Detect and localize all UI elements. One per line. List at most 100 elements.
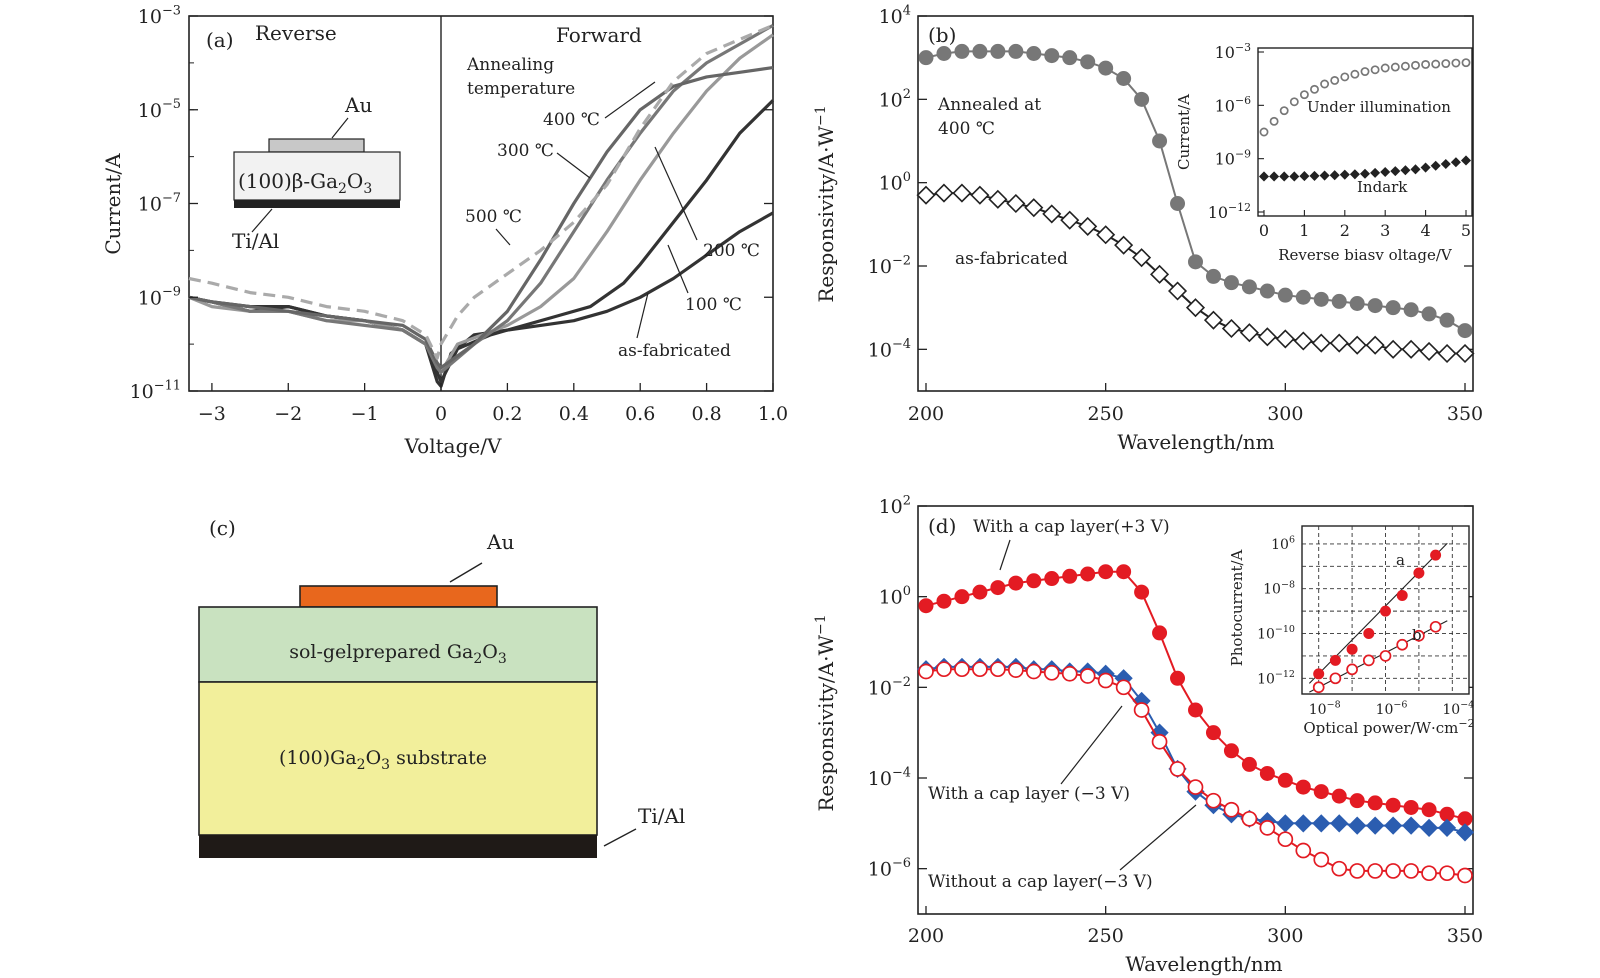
panel-b-point: [1349, 296, 1365, 311]
panel-b-inset-point: [1309, 170, 1320, 181]
panel-d-point: [1421, 802, 1437, 818]
diagram-solgel-layer: [198, 606, 598, 683]
panel-b-inset-xtick-label: 1: [1299, 221, 1309, 240]
panel-d-point: [1401, 816, 1421, 835]
panel-d-ytick-label: 102: [879, 493, 911, 518]
panel-b-inset-point: [1440, 158, 1451, 170]
panel-d-point: [1349, 793, 1365, 809]
panel-b-point: [1241, 279, 1257, 295]
forward-label: Forward: [556, 23, 642, 47]
panel-d-inset-ytick-label: 10−10: [1257, 624, 1295, 642]
diagram-tial-leader: [603, 828, 637, 847]
panel-d-point: [1169, 761, 1186, 777]
panel-d-point: [1439, 865, 1455, 882]
panel-b-point: [1096, 225, 1116, 245]
panel-b-point: [1439, 312, 1455, 328]
panel-b-inset-point: [1400, 165, 1411, 176]
panel-b-inset-xtick-label: 3: [1380, 221, 1390, 240]
panel-b-inset-point: [1431, 59, 1441, 69]
panel-d-point: [1331, 860, 1348, 877]
panel-d-inset-point: [1329, 654, 1341, 666]
panel-a-xtick-label: −2: [274, 403, 302, 425]
panel-a-xtick-label: 0.4: [559, 403, 589, 425]
panel-d-point: [972, 584, 988, 600]
panel-b-point: [1006, 193, 1026, 214]
panel-b-point: [1331, 293, 1347, 309]
panel-d-point: [1276, 814, 1295, 833]
panel-b-inset-ytick-label: 10−12: [1208, 201, 1251, 222]
panel-b-inset-xlabel: Reverse biasv oltage/V: [1278, 246, 1453, 264]
panel-b-inset-point: [1390, 62, 1400, 72]
panel-b-point: [1188, 254, 1203, 270]
panel-d-inset-point: [1313, 668, 1325, 680]
panel-b-inset-point: [1350, 69, 1360, 79]
panel-d-point: [1277, 772, 1293, 788]
inset-series-b-label: b: [1412, 626, 1422, 644]
panel-d-xlabel: Wavelength/nm: [1125, 952, 1282, 976]
panel-d-point: [1419, 818, 1439, 837]
panel-b-point: [1437, 343, 1457, 364]
panel-b-inset-point: [1320, 79, 1330, 89]
panel-d-point: [990, 661, 1006, 678]
panel-a-label: (a): [206, 28, 234, 52]
panel-b-label: (b): [928, 23, 956, 47]
panel-b-point: [1259, 283, 1275, 299]
panel-b-inset-ytick-label: 10−3: [1215, 41, 1251, 62]
inset-tial-label: Ti/Al: [232, 229, 279, 253]
panel-d-point: [990, 580, 1006, 596]
panel-b-inset-point: [1370, 167, 1381, 178]
panel-d-point: [1331, 788, 1347, 804]
panel-d-ytick-label: 100: [879, 584, 911, 609]
panel-d-inset-point: [1413, 629, 1425, 642]
panel-d-point: [1330, 814, 1349, 833]
panel-d-xtick-label: 200: [908, 925, 944, 947]
panel-d-inset-point: [1363, 628, 1375, 640]
panel-b-inset-xtick-label: 2: [1340, 221, 1350, 240]
panel-b-inset-point: [1390, 166, 1401, 177]
panel-d-point: [1205, 792, 1222, 809]
panel-d-point: [1295, 779, 1311, 795]
panel-b-point: [1457, 323, 1473, 339]
panel-d-inset-point: [1430, 549, 1442, 561]
panel-a-device-inset: Au (100)β-Ga2O3 Ti/Al: [232, 93, 401, 253]
panel-a-xtick-label: −3: [198, 403, 226, 425]
panel-b-inset-point: [1360, 67, 1370, 77]
leader-cap-plus3v: [999, 539, 1011, 571]
panel-d-inset: 106 10−8 10−10 10−12 10−8 10−6 10−4 a b Optica…: [1228, 525, 1475, 737]
panel-a-xtick-label: 0: [435, 403, 447, 425]
inset-series-a-label: a: [1396, 551, 1405, 569]
panel-b-point: [1185, 298, 1206, 318]
panel-c-label: (c): [209, 516, 236, 540]
panel-d-point: [1437, 818, 1457, 837]
panel-b-inset-point: [1430, 160, 1441, 171]
panel-b-point: [1223, 275, 1239, 291]
panel-d-point: [1223, 743, 1239, 759]
panel-b-point: [1311, 333, 1331, 353]
panel-b-point: [1257, 327, 1277, 347]
panel-d-point: [1385, 863, 1401, 879]
leader-without-cap: [1119, 804, 1197, 871]
panel-d-point: [1241, 810, 1258, 827]
panel-b-inset-point: [1420, 162, 1431, 173]
diagram-tial-layer: [199, 835, 597, 858]
panel-b-point: [1203, 310, 1223, 330]
panel-a-xtick-label: 0.6: [625, 403, 655, 425]
panel-b-inset-point: [1258, 171, 1270, 182]
panel-d-point: [1367, 795, 1383, 811]
panel-b-point: [934, 183, 954, 203]
panel-d-point: [1421, 865, 1437, 882]
panel-d-point: [936, 661, 952, 678]
panel-b-point: [936, 46, 952, 61]
panel-b-inset-point: [1339, 169, 1350, 180]
panel-d-point: [1205, 725, 1221, 741]
panel-d-point: [1026, 573, 1042, 589]
panel-d-point: [1152, 625, 1168, 641]
panel-d-inset-point: [1346, 643, 1358, 655]
panel-d-point: [1116, 564, 1132, 580]
panel-b-xtick-label: 300: [1267, 403, 1303, 425]
panel-b-inset-point: [1421, 59, 1431, 69]
label-100C: 100 ℃: [685, 295, 742, 315]
panel-d-inset-point: [1329, 672, 1342, 685]
panel-b-inset-point: [1411, 60, 1420, 70]
